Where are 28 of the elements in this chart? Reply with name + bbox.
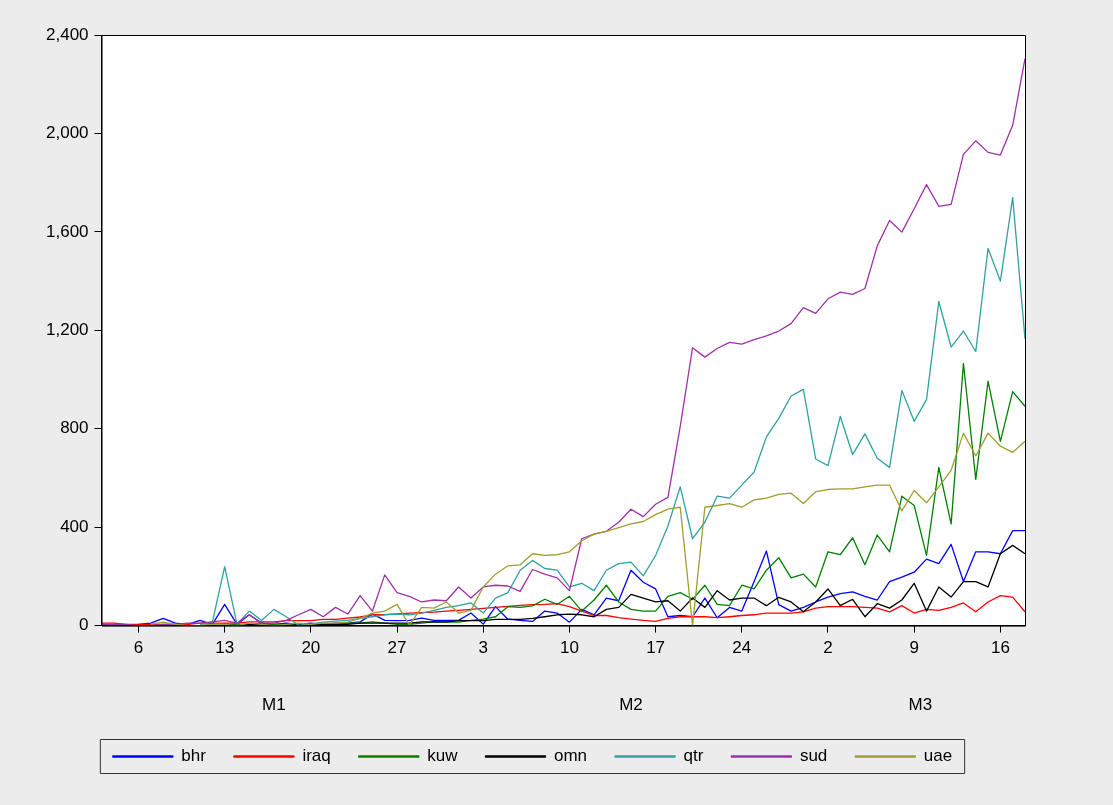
x-tick-label: 27 (387, 638, 407, 658)
text: M2 (619, 695, 643, 715)
legend-label: iraq (302, 746, 331, 766)
x-tick-label: 17 (646, 638, 666, 658)
x-tick-label: 16 (990, 638, 1010, 658)
x-tick-label: 24 (732, 638, 752, 658)
text: M3 (908, 695, 933, 715)
y-tick-label: 0 (79, 615, 89, 635)
y-tick-label: 2,400 (45, 24, 89, 44)
legend-label: kuw (427, 746, 459, 766)
x-tick-label: 10 (559, 638, 579, 658)
x-tick-label: 20 (301, 638, 321, 658)
x-tick-label: 13 (215, 638, 235, 658)
legend-label: omn (553, 746, 588, 766)
y-tick-label: 800 (60, 418, 89, 438)
legend-label: bhr (181, 746, 207, 766)
legend-label: qtr (683, 746, 704, 766)
x-tick-label: 3 (478, 638, 488, 658)
text: M1 (262, 695, 286, 715)
y-tick-label: 1,200 (45, 319, 89, 339)
y-tick-label: 2,000 (45, 123, 89, 143)
x-tick-label: 6 (133, 638, 144, 658)
legend-label: sud (799, 746, 828, 766)
legend-label: uae (923, 746, 953, 766)
y-tick-label: 1,600 (45, 221, 89, 241)
x-tick-label: 9 (909, 638, 919, 658)
y-tick-label: 400 (60, 516, 89, 536)
x-tick-label: 2 (823, 638, 833, 658)
